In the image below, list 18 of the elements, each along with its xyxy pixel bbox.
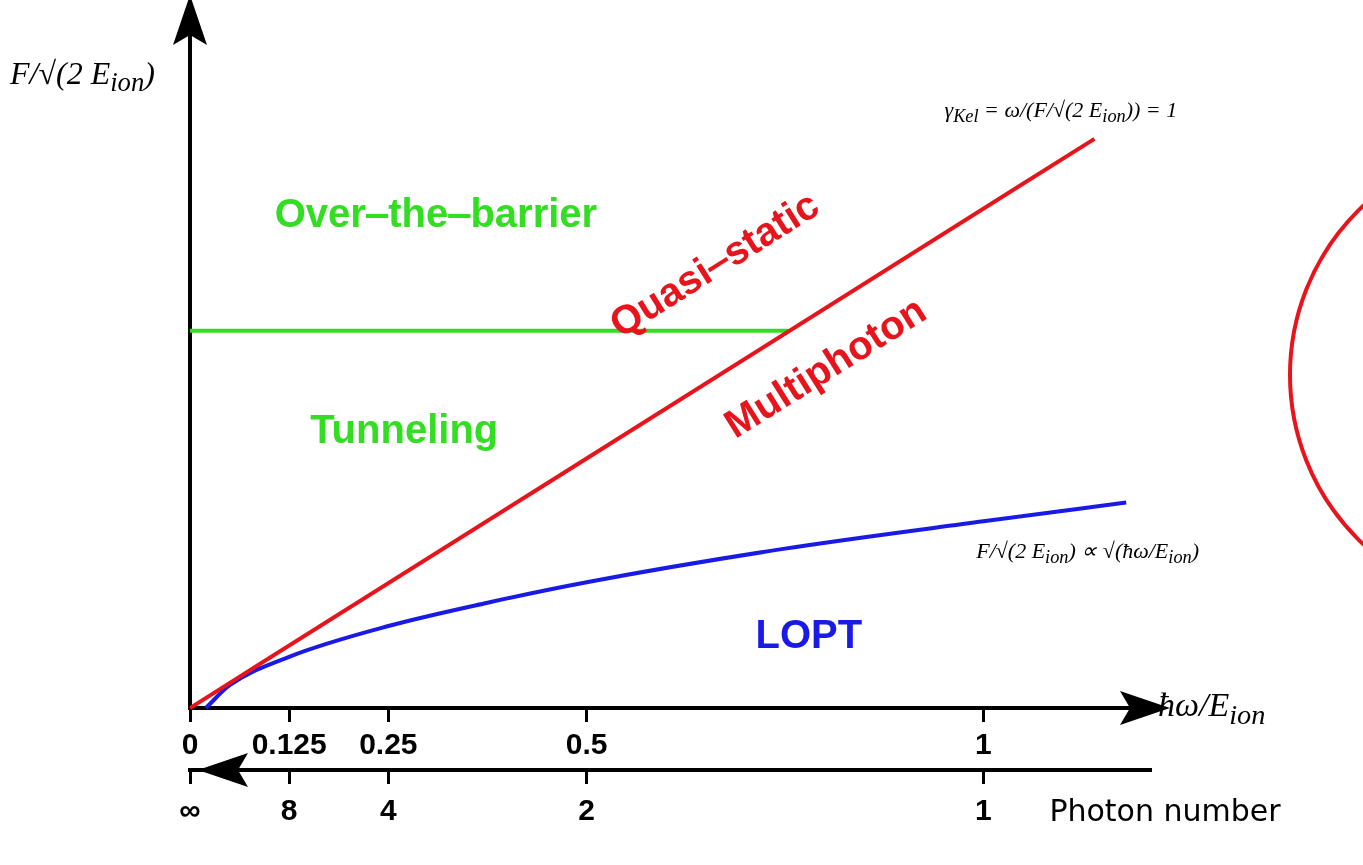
y-axis-title: F/√(2 E$_{ion}$)	[10, 55, 155, 99]
annotation: 2	[578, 793, 596, 827]
annotation: 8	[280, 793, 298, 827]
annotation: LOPT	[755, 611, 863, 657]
series-label: γ$_{Kel}$ = ω/(F/√(2 E$_{ion}$)) = 1	[944, 96, 1178, 128]
x-tick-label: 0.25	[359, 727, 418, 761]
x-axis-title: ħω/E$_{ion}$	[1158, 686, 1266, 731]
text: Photon number	[1049, 792, 1281, 828]
series-label: F/√(2 E$_{ion}$) ∝ √(ħω/E$_{ion}$)	[976, 537, 1200, 568]
annotation: 4	[380, 793, 397, 827]
x-tick-label: 1	[975, 727, 992, 761]
x-tick-label: 0	[181, 727, 199, 761]
x-tick-label: 0.125	[251, 727, 327, 761]
annotation: 1	[975, 793, 992, 827]
annotation: Tunneling	[310, 406, 499, 452]
annotation: ∞	[179, 793, 201, 827]
annotation: Over‒the‒barrier	[274, 190, 598, 236]
x-tick-label: 0.5	[565, 727, 608, 761]
